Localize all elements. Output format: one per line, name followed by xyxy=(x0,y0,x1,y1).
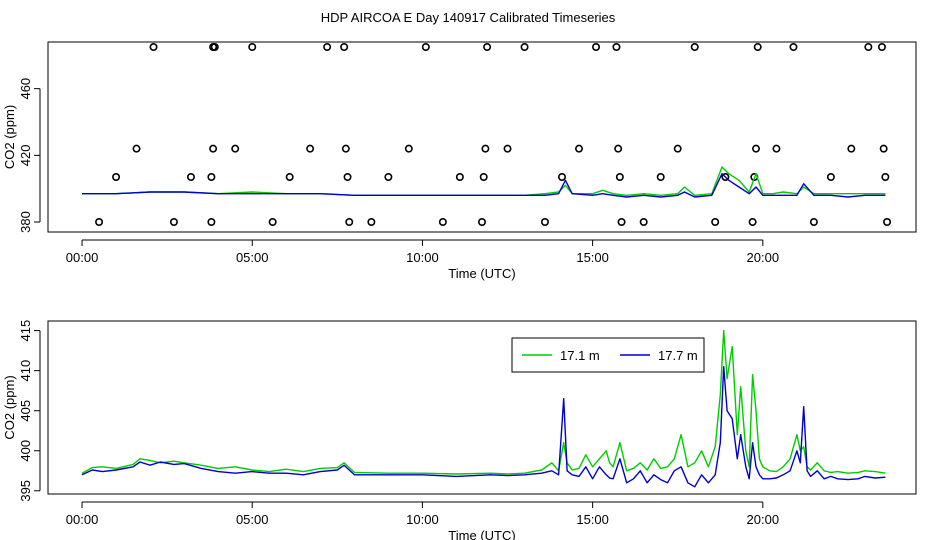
data-point-marker xyxy=(753,42,762,51)
top-panel: 00:00 05:00 10:00 15:00 20:00 Time (UTC) 380 42… xyxy=(2,41,917,281)
series-group xyxy=(82,166,886,198)
data-point-marker xyxy=(826,173,835,182)
data-point-marker xyxy=(477,218,486,227)
x-tick-label: 20:00 xyxy=(747,250,780,265)
data-point-marker xyxy=(367,218,376,227)
data-point-marker xyxy=(721,173,730,182)
legend-label: 17.7 m xyxy=(658,348,698,363)
data-point-marker xyxy=(881,173,890,182)
legend: 17.1 m 17.7 m xyxy=(511,337,705,373)
data-point-marker xyxy=(438,218,447,227)
data-point-marker xyxy=(877,42,886,51)
y-tick-label: 415 xyxy=(18,320,33,342)
data-point-marker xyxy=(772,144,781,153)
series-line-blue xyxy=(82,172,886,198)
data-point-marker xyxy=(341,144,350,153)
series-group xyxy=(81,329,886,488)
data-point-marker xyxy=(809,218,818,227)
bottom-panel: 00:00 05:00 10:00 15:00 20:00 Time (UTC) 395 40… xyxy=(2,320,917,540)
data-point-marker xyxy=(879,144,888,153)
data-point-marker xyxy=(186,173,195,182)
data-point-marker xyxy=(540,218,549,227)
data-point-marker xyxy=(614,144,623,153)
legend-label: 17.1 m xyxy=(560,348,600,363)
x-tick-label: 20:00 xyxy=(747,512,780,527)
data-point-marker xyxy=(340,42,349,51)
data-point-marker xyxy=(248,42,257,51)
data-point-marker xyxy=(615,173,624,182)
data-point-marker xyxy=(481,144,490,153)
data-point-marker xyxy=(285,173,294,182)
data-point-marker xyxy=(479,173,488,182)
data-point-marker xyxy=(656,173,665,182)
y-tick-label: 405 xyxy=(18,400,33,422)
data-point-marker xyxy=(404,144,413,153)
data-point-marker xyxy=(748,218,757,227)
y-tick-label: 420 xyxy=(18,144,33,166)
data-point-marker xyxy=(673,144,682,153)
y-tick-label: 380 xyxy=(18,211,33,233)
data-point-marker xyxy=(112,173,121,182)
x-tick-label: 00:00 xyxy=(66,512,99,527)
y-axis-label: CO2 (ppm) xyxy=(2,375,17,439)
data-point-marker xyxy=(268,218,277,227)
data-point-marker xyxy=(847,144,856,153)
data-point-marker xyxy=(639,218,648,227)
data-point-marker xyxy=(345,218,354,227)
data-point-marker xyxy=(752,144,761,153)
y-tick-label: 395 xyxy=(18,480,33,502)
series-line-17-7-m xyxy=(81,366,886,488)
data-point-marker xyxy=(575,144,584,153)
y-axis-label: CO2 (ppm) xyxy=(2,105,17,169)
x-tick-label: 15:00 xyxy=(576,512,609,527)
data-point-marker xyxy=(169,218,178,227)
data-point-marker xyxy=(557,173,566,182)
data-point-marker xyxy=(207,218,216,227)
data-point-marker xyxy=(690,42,699,51)
data-point-marker xyxy=(520,42,529,51)
y-tick-label: 410 xyxy=(18,360,33,382)
x-tick-label: 05:00 xyxy=(236,512,269,527)
chart-title: HDP AIRCOA E Day 140917 Calibrated Times… xyxy=(321,10,616,25)
data-point-marker xyxy=(210,42,219,51)
data-point-marker xyxy=(789,42,798,51)
series-line-green xyxy=(82,166,886,197)
data-point-marker xyxy=(343,173,352,182)
data-point-marker xyxy=(323,42,332,51)
marker-group xyxy=(95,42,892,227)
data-point-marker xyxy=(617,218,626,227)
plot-frame xyxy=(47,320,917,495)
data-point-marker xyxy=(883,218,892,227)
x-tick-label: 10:00 xyxy=(406,512,439,527)
data-point-marker xyxy=(503,144,512,153)
x-tick-label: 15:00 xyxy=(576,250,609,265)
data-point-marker xyxy=(132,144,141,153)
data-point-marker xyxy=(592,42,601,51)
x-axis-label: Time (UTC) xyxy=(448,528,515,540)
plot-frame xyxy=(47,41,917,233)
data-point-marker xyxy=(306,144,315,153)
data-point-marker xyxy=(483,42,492,51)
data-point-marker xyxy=(384,173,393,182)
x-tick-label: 00:00 xyxy=(66,250,99,265)
data-point-marker xyxy=(209,144,218,153)
data-point-marker xyxy=(421,42,430,51)
x-tick-label: 05:00 xyxy=(236,250,269,265)
y-tick-label: 460 xyxy=(18,78,33,100)
data-point-marker xyxy=(711,218,720,227)
data-point-marker xyxy=(864,42,873,51)
y-tick-label: 400 xyxy=(18,440,33,462)
x-axis-label: Time (UTC) xyxy=(448,266,515,281)
data-point-marker xyxy=(455,173,464,182)
series-line-17-1-m xyxy=(81,329,886,475)
data-point-marker xyxy=(231,144,240,153)
data-point-marker xyxy=(612,42,621,51)
data-point-marker xyxy=(149,42,158,51)
x-tick-label: 10:00 xyxy=(406,250,439,265)
data-point-marker xyxy=(207,173,216,182)
data-point-marker xyxy=(95,218,104,227)
